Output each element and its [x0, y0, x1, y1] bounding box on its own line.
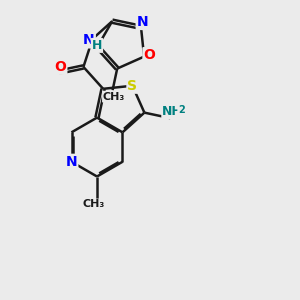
- Text: N: N: [83, 33, 95, 47]
- Text: N: N: [137, 15, 148, 29]
- Text: NH: NH: [162, 105, 183, 118]
- Text: 2: 2: [178, 105, 185, 115]
- Text: H: H: [92, 39, 102, 52]
- Text: CH₃: CH₃: [103, 92, 125, 102]
- Text: N: N: [66, 155, 77, 169]
- Text: O: O: [55, 60, 66, 74]
- Text: CH₃: CH₃: [82, 200, 105, 209]
- Text: S: S: [128, 79, 137, 93]
- Text: O: O: [143, 48, 155, 62]
